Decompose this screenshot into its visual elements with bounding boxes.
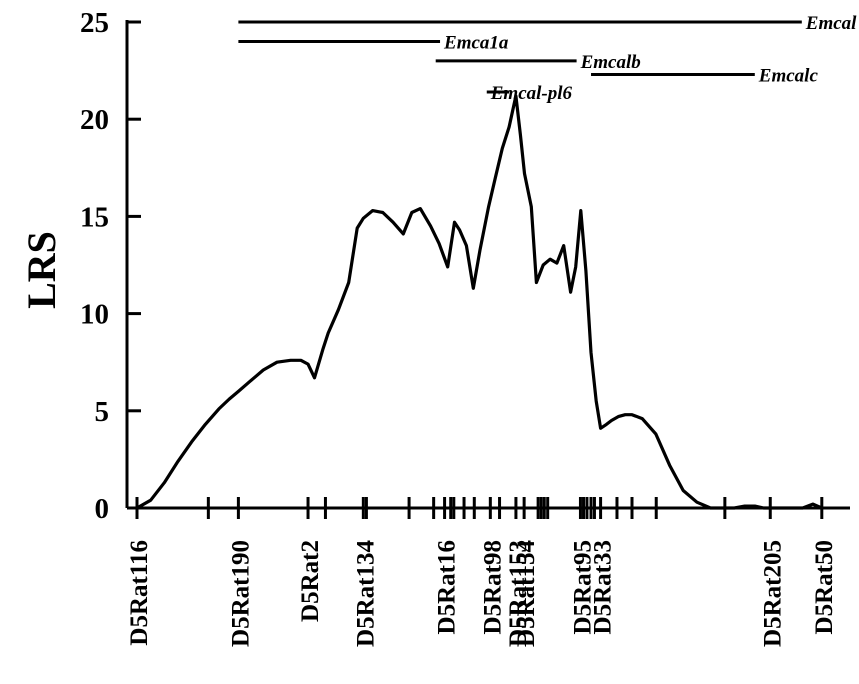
interval-label: Emcalc <box>758 65 819 86</box>
interval-label: Emcal <box>805 13 857 34</box>
lrs-series <box>136 94 823 510</box>
y-tick-label-10: 10 <box>80 299 109 331</box>
marker-label-d5rat154: D5Rat154 <box>513 540 540 647</box>
marker-label-d5rat98: D5Rat98 <box>479 540 506 634</box>
y-tick-label-25: 25 <box>80 7 109 39</box>
interval-label: Emca1a <box>443 32 509 53</box>
x-axis: D5Rat116 D5Rat190 D5Rat2 D5Rat134 D5Rat16 D5R… <box>126 497 850 647</box>
marker-label-d5rat33: D5Rat33 <box>590 540 617 634</box>
marker-label-d5rat2: D5Rat2 <box>297 540 324 622</box>
y-tick-label-0: 0 <box>95 493 110 525</box>
marker-label-d5rat190: D5Rat190 <box>227 540 254 647</box>
marker-label-d5rat95: D5Rat95 <box>569 540 596 634</box>
y-tick-label-20: 20 <box>80 104 109 136</box>
marker-label-d5rat16: D5Rat16 <box>434 540 461 634</box>
marker-label-d5rat153: D5Rat153 <box>505 540 532 647</box>
y-axis: 0 5 10 15 20 25 <box>80 7 141 525</box>
y-axis-label: LRS <box>19 231 64 309</box>
interval-label: Emcalb <box>580 52 641 73</box>
y-tick-label-15: 15 <box>80 201 109 233</box>
marker-label-d5rat205: D5Rat205 <box>759 540 786 647</box>
y-tick-label-5: 5 <box>95 396 110 428</box>
marker-label-d5rat116: D5Rat116 <box>126 540 153 646</box>
marker-label-d5rat134: D5Rat134 <box>352 540 379 647</box>
marker-label-d5rat50: D5Rat50 <box>811 540 838 634</box>
interval-label: Emcal-pl6 <box>490 83 573 104</box>
lrs-line <box>136 94 823 510</box>
qtl-intervals: Emcal Emca1a Emcalb Emcalc Emcal-pl6 <box>238 13 857 104</box>
